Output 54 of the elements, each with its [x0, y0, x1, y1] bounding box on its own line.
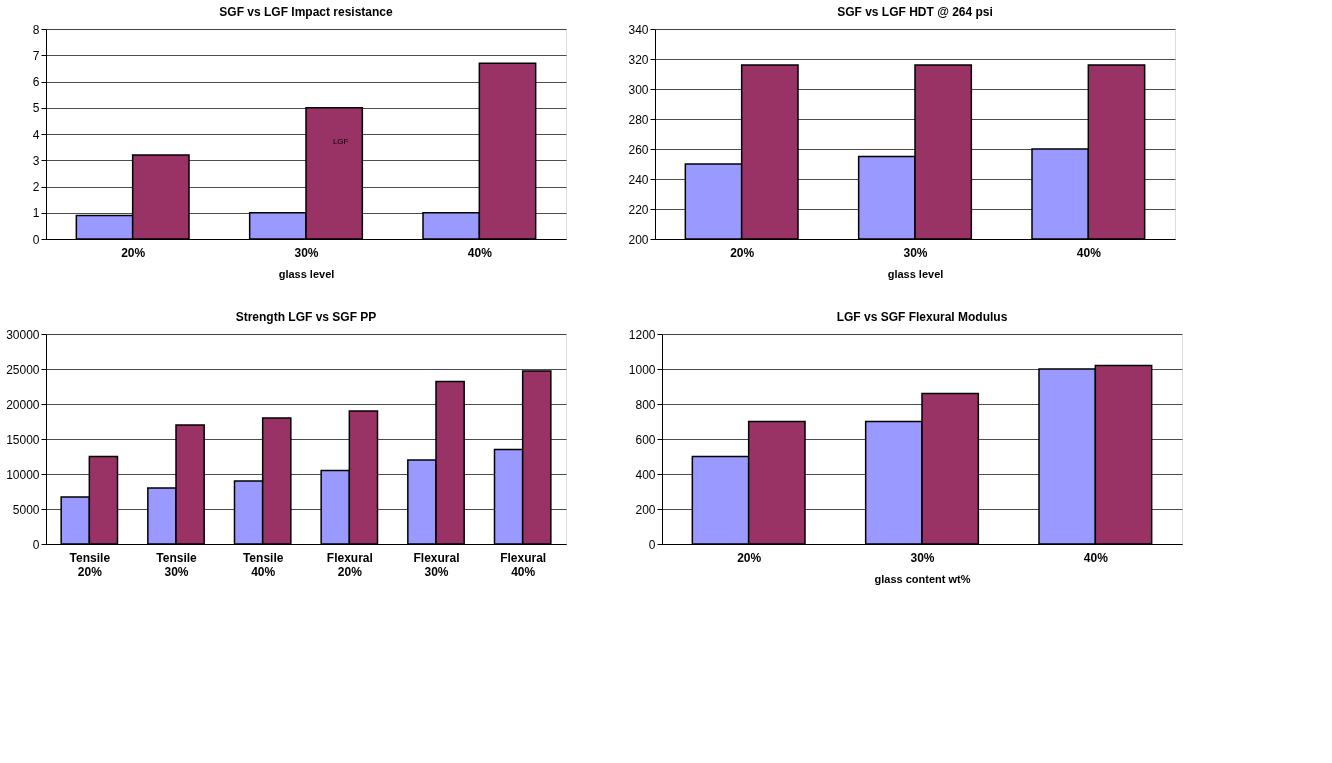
y-tick-label: 10000	[6, 467, 40, 482]
x-tick-label: 40%	[1076, 245, 1102, 260]
y-tick-label: 0	[32, 537, 40, 552]
y-tick-label: 2	[32, 180, 40, 194]
x-tick-label: 20%	[121, 245, 146, 260]
x-tick-label: Flexural 20%	[326, 550, 373, 579]
y-tick-label: 220	[628, 202, 649, 217]
x-tick-label: Tensile 20%	[69, 550, 111, 579]
y-tick-label: 800	[635, 397, 656, 412]
x-tick-label: 30%	[903, 245, 928, 260]
y-tick-label: 280	[628, 112, 649, 127]
x-tick-label: 40%	[467, 245, 493, 260]
x-tick-label: Tensile 40%	[242, 550, 284, 579]
y-tick-label: 0	[648, 537, 656, 552]
x-tick-label: 20%	[737, 550, 762, 565]
y-tick-label: 5	[32, 101, 40, 116]
y-tick-label: 260	[628, 142, 649, 157]
y-tick-label: 1	[32, 206, 40, 221]
y-tick-label: 600	[635, 432, 656, 447]
chart-title: Strength LGF vs SGF PP	[235, 310, 377, 324]
y-tick-label: 30000	[6, 327, 40, 342]
chart-title: SGF vs LGF HDT @ 264 psi	[837, 5, 993, 19]
x-tick-label: 40%	[1083, 550, 1109, 565]
y-tick-label: 300	[628, 82, 649, 97]
y-tick-label: 20000	[6, 397, 40, 412]
x-tick-label: 20%	[730, 245, 755, 260]
annotation: LGF	[332, 137, 349, 147]
y-tick-label: 4	[32, 127, 40, 142]
y-tick-label: 320	[628, 52, 649, 67]
y-tick-label: 15000	[6, 432, 40, 447]
x-tick-label: Tensile 30%	[156, 550, 198, 579]
y-tick-label: 1000	[628, 362, 656, 377]
x-tick-label: Flexural 30%	[413, 550, 460, 579]
x-tick-label: Flexural 40%	[500, 550, 547, 579]
x-tick-label: 30%	[294, 245, 319, 260]
x-axis-title: glass content wt%	[874, 572, 971, 585]
y-tick-label: 200	[628, 232, 649, 247]
y-tick-label: 340	[628, 22, 649, 37]
y-tick-label: 3	[32, 153, 40, 168]
y-tick-label: 7	[32, 48, 40, 63]
y-tick-label: 240	[628, 172, 649, 187]
y-tick-label: 0	[32, 232, 40, 247]
y-tick-label: 6	[32, 75, 40, 89]
y-tick-label: 5000	[12, 502, 40, 517]
y-tick-label: 1200	[628, 327, 656, 342]
y-tick-label: 25000	[6, 362, 40, 377]
x-axis-title: glass level	[278, 267, 335, 280]
x-axis-title: glass level	[887, 267, 944, 280]
y-tick-label: 8	[32, 22, 40, 37]
chart-title: LGF vs SGF Flexural Modulus	[836, 310, 1008, 324]
chart-title: SGF vs LGF Impact resistance	[219, 5, 394, 19]
y-tick-label: 200	[635, 502, 656, 517]
y-tick-label: 400	[635, 467, 656, 482]
x-tick-label: 30%	[910, 550, 935, 565]
